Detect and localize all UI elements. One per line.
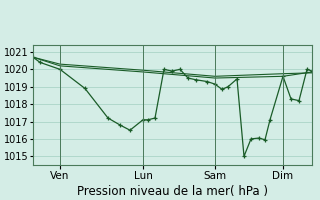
X-axis label: Pression niveau de la mer( hPa ): Pression niveau de la mer( hPa ) (77, 185, 268, 198)
